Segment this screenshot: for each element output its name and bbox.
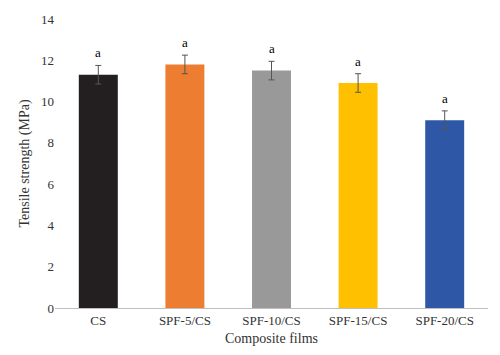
svg-text:a: a — [95, 45, 101, 60]
svg-text:a: a — [269, 41, 275, 56]
svg-text:4: 4 — [48, 218, 55, 233]
svg-text:14: 14 — [41, 12, 55, 27]
svg-text:SPF-5/CS: SPF-5/CS — [159, 313, 211, 328]
svg-text:a: a — [355, 54, 361, 69]
svg-text:Tensile strength (MPa): Tensile strength (MPa) — [17, 99, 33, 227]
svg-text:0: 0 — [48, 301, 55, 316]
svg-text:8: 8 — [48, 135, 55, 150]
svg-text:SPF-10/CS: SPF-10/CS — [242, 313, 301, 328]
svg-text:a: a — [182, 35, 188, 50]
svg-text:SPF-20/CS: SPF-20/CS — [415, 313, 474, 328]
svg-text:6: 6 — [48, 177, 55, 192]
svg-text:12: 12 — [41, 53, 54, 68]
svg-text:SPF-15/CS: SPF-15/CS — [329, 313, 388, 328]
svg-text:a: a — [442, 91, 448, 106]
svg-text:2: 2 — [48, 259, 55, 274]
svg-text:CS: CS — [90, 313, 106, 328]
svg-text:10: 10 — [41, 94, 54, 109]
svg-text:Composite films: Composite films — [225, 331, 318, 346]
